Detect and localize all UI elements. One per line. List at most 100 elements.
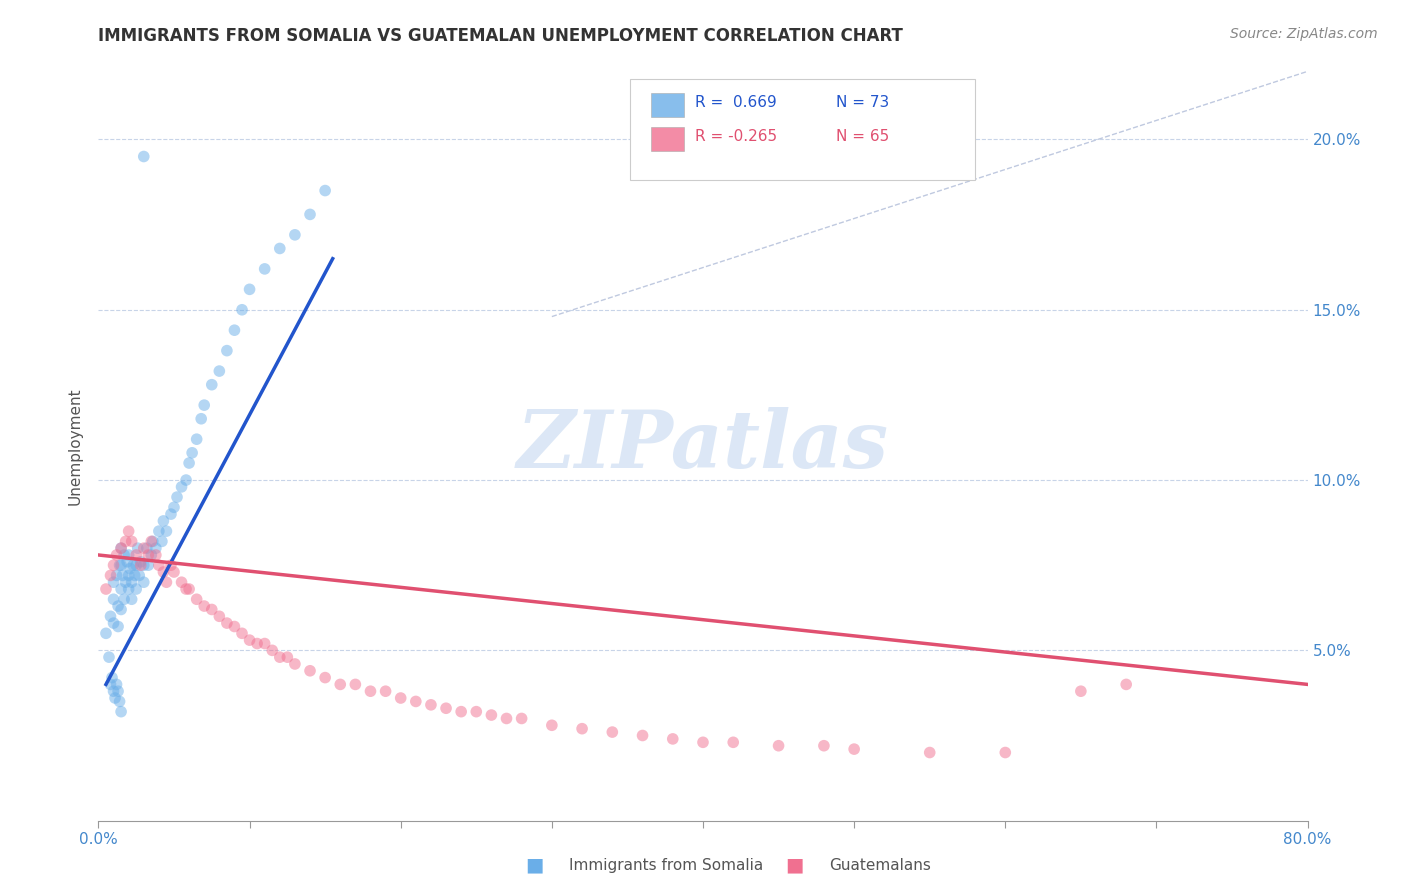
Point	[128, 568, 150, 582]
Point	[239, 282, 262, 296]
Point	[190, 411, 212, 425]
Point	[135, 541, 157, 556]
Point	[152, 565, 174, 579]
FancyBboxPatch shape	[651, 127, 683, 151]
Point	[114, 534, 136, 549]
Point	[360, 684, 382, 698]
Point	[118, 582, 141, 596]
Point	[253, 636, 276, 650]
Point	[224, 323, 246, 337]
Point	[94, 582, 117, 596]
Point	[121, 575, 143, 590]
Point	[269, 650, 291, 665]
Point	[174, 473, 197, 487]
Text: ZIPatlas: ZIPatlas	[517, 408, 889, 484]
Point	[450, 705, 472, 719]
Point	[314, 671, 336, 685]
Point	[145, 548, 167, 562]
Point	[224, 619, 246, 633]
Point	[174, 582, 197, 596]
Point	[163, 565, 186, 579]
Text: R = -0.265: R = -0.265	[695, 129, 776, 144]
Point	[107, 599, 129, 613]
Point	[269, 242, 291, 256]
Point	[110, 541, 132, 556]
Point	[284, 227, 307, 242]
Point	[114, 575, 136, 590]
Point	[1115, 677, 1137, 691]
Point	[136, 548, 159, 562]
Point	[215, 343, 238, 358]
Point	[120, 561, 142, 575]
Point	[163, 500, 186, 515]
Point	[510, 711, 533, 725]
Point	[201, 602, 224, 616]
Point	[844, 742, 866, 756]
Point	[160, 558, 183, 573]
Point	[125, 558, 148, 573]
Point	[186, 432, 208, 446]
Point	[125, 582, 148, 596]
Text: ■: ■	[524, 855, 544, 875]
Point	[100, 568, 122, 582]
Point	[170, 480, 193, 494]
Point	[103, 684, 125, 698]
Point	[813, 739, 835, 753]
Point	[276, 650, 298, 665]
Point	[94, 626, 117, 640]
FancyBboxPatch shape	[630, 78, 976, 180]
Point	[121, 534, 143, 549]
Point	[107, 684, 129, 698]
Point	[122, 558, 145, 573]
Point	[129, 558, 152, 573]
Point	[193, 398, 215, 412]
Point	[103, 616, 125, 631]
Text: R =  0.669: R = 0.669	[695, 95, 776, 111]
Point	[692, 735, 714, 749]
Point	[215, 616, 238, 631]
Point	[125, 548, 148, 562]
Point	[170, 575, 193, 590]
Point	[148, 524, 170, 538]
Point	[262, 643, 284, 657]
Point	[132, 575, 155, 590]
Point	[405, 694, 427, 708]
Point	[155, 524, 177, 538]
Point	[108, 694, 131, 708]
Y-axis label: Unemployment: Unemployment	[67, 387, 83, 505]
Point	[124, 568, 146, 582]
Point	[1070, 684, 1092, 698]
Point	[571, 722, 593, 736]
Point	[179, 582, 201, 596]
Point	[107, 619, 129, 633]
Point	[314, 184, 336, 198]
Point	[132, 541, 155, 556]
Point	[602, 725, 624, 739]
Point	[723, 735, 745, 749]
Point	[152, 514, 174, 528]
Point	[112, 548, 135, 562]
Point	[253, 261, 276, 276]
Point	[231, 302, 253, 317]
Point	[110, 541, 132, 556]
Point	[118, 548, 141, 562]
Point	[329, 677, 352, 691]
Point	[136, 558, 159, 573]
Point	[284, 657, 307, 671]
Text: N = 65: N = 65	[837, 129, 889, 144]
Point	[101, 671, 124, 685]
Point	[110, 705, 132, 719]
Point	[112, 592, 135, 607]
Point	[434, 701, 457, 715]
Point	[389, 691, 412, 706]
Point	[994, 746, 1017, 760]
Point	[495, 711, 517, 725]
Point	[465, 705, 488, 719]
Point	[141, 534, 163, 549]
Point	[208, 364, 231, 378]
Point	[155, 575, 177, 590]
Point	[299, 207, 322, 221]
Point	[181, 446, 204, 460]
Point	[103, 592, 125, 607]
Point	[98, 650, 121, 665]
